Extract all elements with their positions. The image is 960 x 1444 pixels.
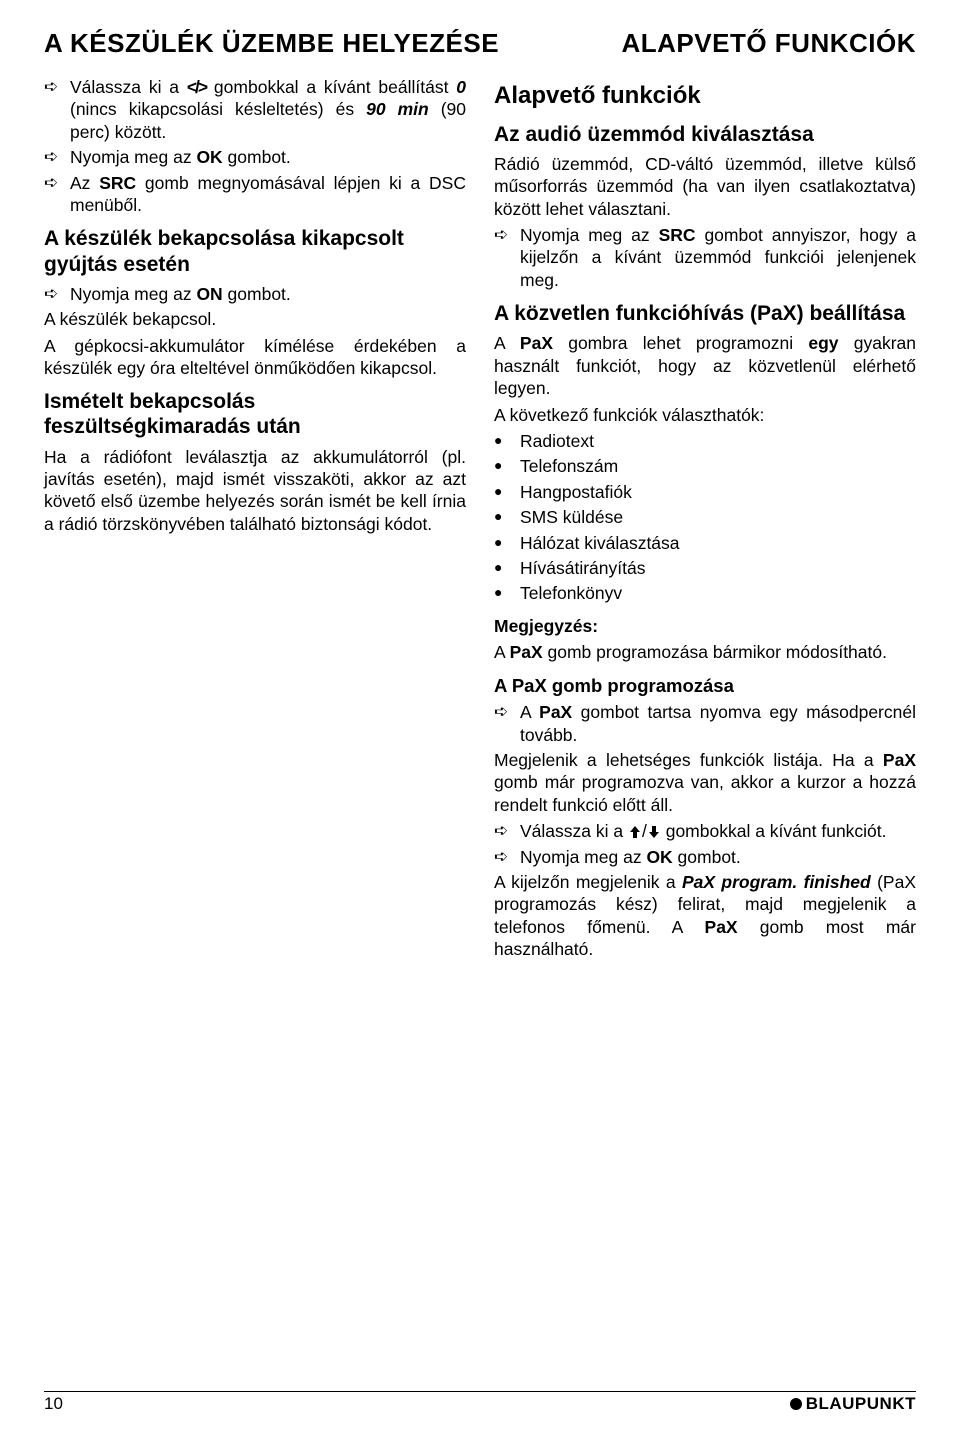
- footer: 10 BLAUPUNKT: [44, 1391, 916, 1414]
- bullet-text: Hálózat kiválasztása: [520, 532, 916, 554]
- paragraph: A kijelzőn megjelenik a PaX program. fin…: [494, 871, 916, 961]
- bullet-text: SMS küldése: [520, 506, 916, 528]
- step-item: ➪ Nyomja meg az OK gombot.: [494, 846, 916, 868]
- arrow-step-icon: ➪: [44, 283, 70, 305]
- right-column: Alapvető funkciók Az audió üzemmód kivál…: [494, 73, 916, 964]
- arrow-step-icon: ➪: [494, 846, 520, 868]
- bullet-text: Radiotext: [520, 430, 916, 452]
- step-item: ➪ Nyomja meg az OK gombot.: [44, 146, 466, 168]
- step-item: ➪ Válassza ki a </> gombokkal a kívánt b…: [44, 76, 466, 143]
- step-text: Nyomja meg az SRC gombot annyiszor, hogy…: [520, 224, 916, 291]
- bullet-text: Hívásátirányítás: [520, 557, 916, 579]
- brand-dot-icon: [790, 1398, 802, 1410]
- paragraph: Megjelenik a lehetséges funkciók listája…: [494, 749, 916, 816]
- step-text: Nyomja meg az ON gombot.: [70, 283, 466, 305]
- paragraph: A készülék bekapcsol.: [44, 308, 466, 330]
- chapter-heading: Alapvető funkciók: [494, 81, 916, 112]
- bullet-icon: ●: [494, 532, 520, 552]
- bullet-text: Telefonszám: [520, 455, 916, 477]
- step-item: ➪ Nyomja meg az ON gombot.: [44, 283, 466, 305]
- section-heading: A közvetlen funkcióhívás (PaX) beállítás…: [494, 301, 916, 326]
- step-item: ➪ Nyomja meg az SRC gombot annyiszor, ho…: [494, 224, 916, 291]
- bullet-icon: ●: [494, 582, 520, 602]
- bullet-item: ●Hálózat kiválasztása: [494, 532, 916, 554]
- step-item: ➪ Válassza ki a / gombokkal a kívánt fun…: [494, 820, 916, 842]
- bullet-text: Hangpostafiók: [520, 481, 916, 503]
- header-left: A KÉSZÜLÉK ÜZEMBE HELYEZÉSE: [44, 28, 499, 59]
- bullet-icon: ●: [494, 557, 520, 577]
- step-text: Válassza ki a </> gombokkal a kívánt beá…: [70, 76, 466, 143]
- arrow-step-icon: ➪: [494, 224, 520, 246]
- step-item: ➪ Az SRC gomb megnyomásával lépjen ki a …: [44, 172, 466, 217]
- bullet-icon: ●: [494, 481, 520, 501]
- arrow-step-icon: ➪: [494, 820, 520, 842]
- paragraph: Ha a rádiófont leválasztja az akkumuláto…: [44, 446, 466, 536]
- paragraph: Rádió üzemmód, CD-váltó üzemmód, illetve…: [494, 153, 916, 220]
- paragraph: A PaX gomb programozása bármikor módosít…: [494, 641, 916, 663]
- brand-logo: BLAUPUNKT: [790, 1394, 916, 1414]
- step-text: Nyomja meg az OK gombot.: [70, 146, 466, 168]
- bullet-icon: ●: [494, 430, 520, 450]
- section-heading: A készülék bekapcsolása kikapcsolt gyújt…: [44, 226, 466, 276]
- bullet-item: ●Hangpostafiók: [494, 481, 916, 503]
- subsection-heading: A PaX gomb programozása: [494, 674, 916, 698]
- bullet-item: ●Hívásátirányítás: [494, 557, 916, 579]
- header-row: A KÉSZÜLÉK ÜZEMBE HELYEZÉSE ALAPVETŐ FUN…: [44, 28, 916, 59]
- arrow-step-icon: ➪: [44, 76, 70, 98]
- arrow-step-icon: ➪: [44, 172, 70, 194]
- paragraph: A következő funkciók választhatók:: [494, 404, 916, 426]
- bullet-icon: ●: [494, 506, 520, 526]
- bullet-icon: ●: [494, 455, 520, 475]
- up-down-icon: [628, 821, 642, 841]
- step-text: A PaX gombot tartsa nyomva egy másodperc…: [520, 701, 916, 746]
- header-right: ALAPVETŐ FUNKCIÓK: [622, 28, 917, 59]
- bullet-item: ●Telefonszám: [494, 455, 916, 477]
- note-label: Megjegyzés:: [494, 615, 916, 637]
- bullet-text: Telefonkönyv: [520, 582, 916, 604]
- section-heading: Az audió üzemmód kiválasztása: [494, 122, 916, 147]
- columns: ➪ Válassza ki a </> gombokkal a kívánt b…: [44, 73, 916, 964]
- paragraph: A PaX gombra lehet programozni egy gyakr…: [494, 332, 916, 399]
- section-heading: Ismételt bekapcsolás feszültségkimaradás…: [44, 389, 466, 439]
- paragraph: A gépkocsi-akkumulátor kímélése érdekébe…: [44, 335, 466, 380]
- brand-text: BLAUPUNKT: [806, 1394, 916, 1414]
- step-item: ➪ A PaX gombot tartsa nyomva egy másodpe…: [494, 701, 916, 746]
- step-text: Az SRC gomb megnyomásával lépjen ki a DS…: [70, 172, 466, 217]
- arrow-step-icon: ➪: [44, 146, 70, 168]
- page: A KÉSZÜLÉK ÜZEMBE HELYEZÉSE ALAPVETŐ FUN…: [0, 0, 960, 1444]
- step-text: Nyomja meg az OK gombot.: [520, 846, 916, 868]
- left-right-icon: </>: [187, 77, 206, 97]
- up-down-icon: [647, 821, 661, 841]
- page-number: 10: [44, 1394, 63, 1414]
- bullet-item: ●SMS küldése: [494, 506, 916, 528]
- bullet-item: ●Radiotext: [494, 430, 916, 452]
- bullet-item: ●Telefonkönyv: [494, 582, 916, 604]
- arrow-step-icon: ➪: [494, 701, 520, 723]
- left-column: ➪ Válassza ki a </> gombokkal a kívánt b…: [44, 73, 466, 964]
- step-text: Válassza ki a / gombokkal a kívánt funkc…: [520, 820, 916, 842]
